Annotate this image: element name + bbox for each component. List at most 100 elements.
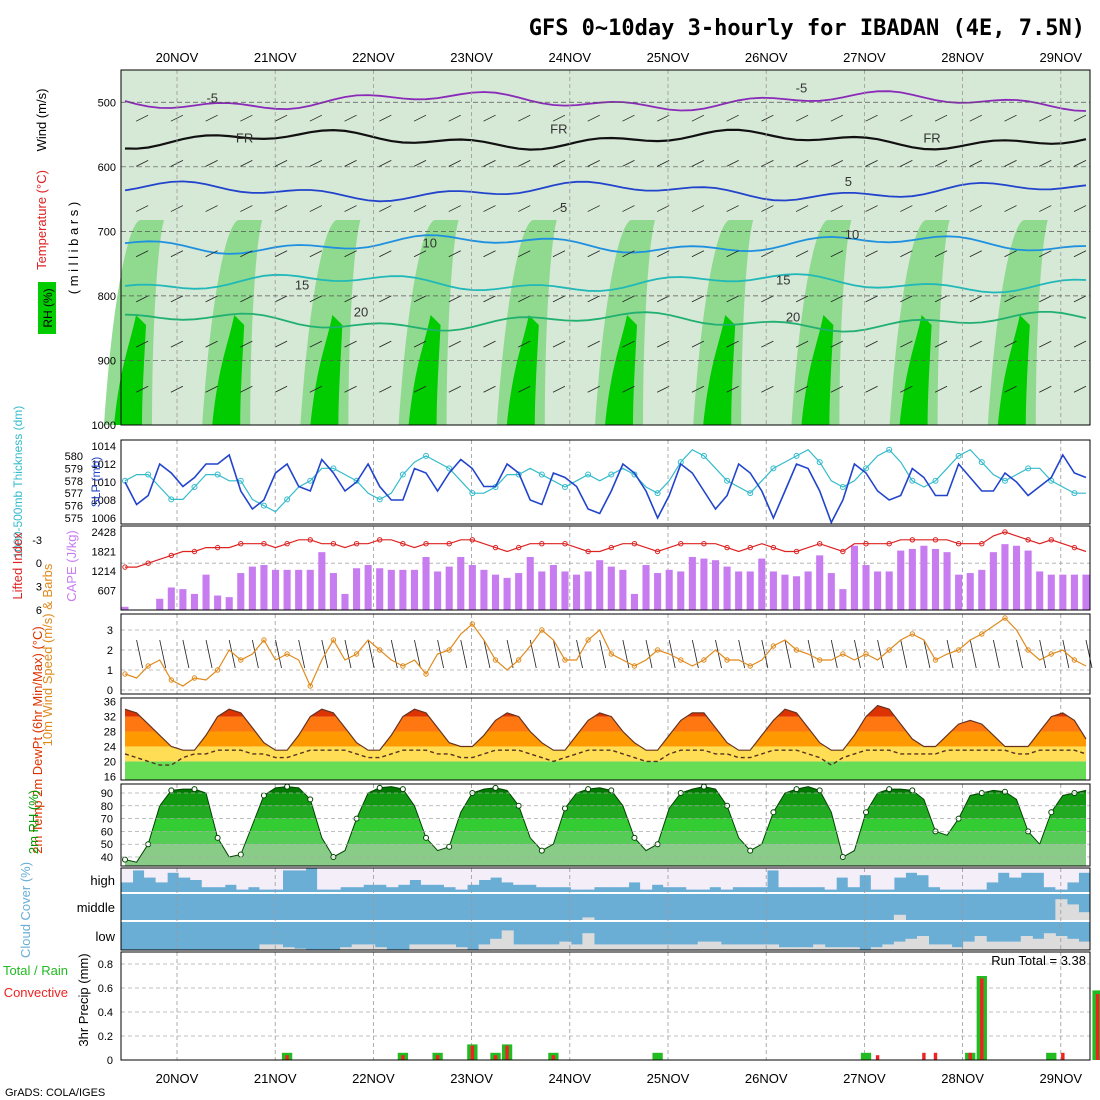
precip-convective-bar	[875, 1055, 880, 1060]
rh-point	[399, 786, 406, 793]
cape-bar	[816, 555, 824, 610]
rh-band	[125, 786, 1086, 793]
wind-barb	[274, 340, 288, 348]
thickness-point	[608, 471, 615, 478]
wind-barb	[344, 250, 357, 258]
wind-barb	[900, 295, 913, 303]
precip-convective-bar	[285, 1055, 289, 1060]
wind-barb	[483, 205, 496, 212]
wind-speed-point	[585, 637, 591, 643]
wind-barb	[309, 250, 323, 258]
surface-wind-barb	[390, 639, 398, 669]
isotherm-4	[124, 273, 1087, 294]
rh-band	[125, 844, 1086, 866]
wind-speed-point	[886, 647, 892, 653]
wind-barb	[205, 114, 218, 122]
wind-barb	[135, 160, 149, 167]
wind-barb	[518, 295, 531, 303]
thickness-tick-label: 577	[65, 488, 83, 500]
wind-barb	[761, 340, 774, 348]
rh-plume-mid	[889, 220, 950, 425]
wind-barb	[1004, 160, 1017, 167]
cloud-cell	[282, 868, 295, 871]
legend-convective: Convective	[4, 985, 68, 1000]
contour-label: 10	[423, 236, 437, 251]
precip-total-bar	[652, 1052, 663, 1060]
wind-barb	[240, 205, 253, 212]
surface-wind-barb	[992, 639, 1000, 669]
cloud-cell	[1032, 868, 1045, 873]
cloud-cell	[444, 868, 457, 888]
thickness-point	[307, 477, 314, 484]
wind-barb	[830, 205, 844, 212]
rh-plume-mid	[693, 220, 754, 425]
lifted-index-point	[955, 541, 962, 547]
wind-barb	[969, 295, 982, 303]
surface-wind-barb	[344, 639, 352, 669]
cloud-cell	[294, 868, 307, 871]
cape-tick-label: 607	[98, 586, 116, 598]
wind-speed-point	[214, 667, 221, 673]
cape-bar	[908, 548, 916, 610]
rh-plume-core	[212, 315, 245, 425]
lifted-index-point	[191, 548, 198, 555]
wind-barb	[795, 340, 809, 348]
wind-barb	[344, 385, 357, 393]
wind-barb	[309, 385, 323, 393]
rh-point	[214, 834, 221, 841]
cape-bar	[364, 565, 372, 610]
cape-bar	[688, 556, 696, 610]
wind-barb	[170, 295, 184, 303]
wind-barb	[1039, 250, 1052, 258]
cape-bar	[677, 571, 685, 610]
wind-barb	[761, 385, 774, 393]
cape-bar	[468, 565, 476, 610]
wind-barb	[518, 205, 531, 212]
date-label-bottom: 21NOV	[254, 1071, 297, 1086]
wind-barb	[900, 205, 913, 212]
cape-bar	[1059, 574, 1067, 610]
thickness-point	[770, 465, 777, 472]
cloud-cell	[478, 944, 491, 950]
surface-wind-barb	[298, 639, 306, 669]
cloud-cell	[790, 868, 803, 888]
cloud-cell	[1078, 912, 1091, 920]
cloud-cell	[628, 944, 641, 950]
wind-barb	[413, 385, 427, 393]
rh-point	[1001, 788, 1008, 795]
lifted-index-point	[585, 548, 591, 555]
wind-barb	[552, 295, 566, 303]
cape-bar	[341, 593, 349, 610]
surface-wind-barb	[1039, 639, 1047, 669]
surface-wind-barb	[854, 639, 861, 669]
contour-label: 5	[560, 200, 567, 215]
surface-wind-barb	[668, 639, 676, 669]
cape-bar	[1024, 550, 1032, 610]
wind-barb	[761, 250, 774, 258]
wind-barb	[413, 295, 427, 303]
wind-speed-point	[238, 657, 244, 663]
cloud-cell	[628, 868, 641, 883]
lifted-tick-label: 0	[36, 558, 42, 570]
cloud-cell	[1066, 904, 1079, 920]
surface-wind-barb	[923, 639, 931, 669]
cape-bar	[781, 574, 789, 610]
thickness-point	[724, 477, 731, 484]
lifted-index-point	[469, 537, 476, 543]
thickness-point	[330, 465, 337, 472]
cloud-cell	[893, 914, 906, 920]
thickness-point	[376, 496, 383, 503]
wind-barb	[969, 205, 982, 212]
cloud-cell	[213, 868, 226, 888]
cloud-cell	[847, 947, 860, 950]
wind-speed-point	[840, 651, 846, 657]
wind-barb	[552, 385, 566, 393]
pressure-axis-label: ( m i l l i b a r s )	[66, 202, 81, 294]
temp-band	[125, 705, 1086, 717]
rh-point	[909, 787, 916, 794]
cloud-cell	[617, 944, 630, 950]
thickness-point	[1071, 490, 1078, 497]
surface-wind-barb	[460, 639, 468, 669]
cape-bar	[271, 569, 280, 610]
wind-barb	[830, 114, 844, 122]
